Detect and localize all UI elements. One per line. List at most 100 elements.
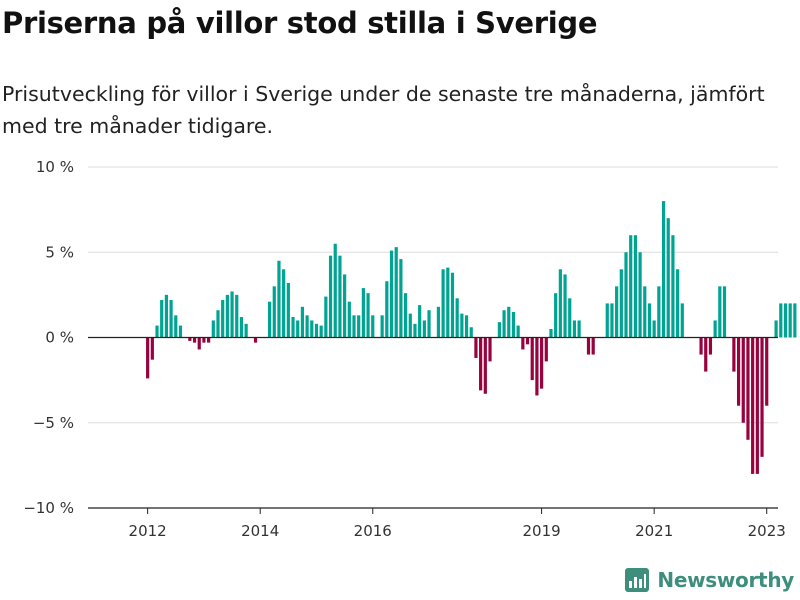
bar — [310, 320, 314, 338]
bar — [282, 269, 286, 338]
bar — [605, 303, 609, 338]
bar — [591, 337, 595, 355]
bar — [207, 337, 211, 343]
y-tick-label: −5 % — [33, 414, 74, 432]
bar — [469, 327, 473, 338]
x-axis-labels: 2012201420162019202120232025 — [129, 508, 786, 540]
bar — [568, 298, 572, 338]
bar — [357, 315, 361, 338]
x-tick-label: 2012 — [129, 522, 167, 540]
bar — [347, 301, 351, 338]
bar — [535, 337, 539, 396]
bar — [366, 293, 370, 338]
bar — [633, 235, 637, 338]
x-tick-label: 2021 — [635, 522, 673, 540]
bar — [638, 252, 642, 338]
bar — [408, 313, 412, 338]
bar — [713, 320, 717, 338]
bar — [399, 259, 403, 338]
bar — [718, 286, 722, 338]
bar — [403, 293, 408, 338]
bar — [277, 260, 281, 338]
bar — [305, 315, 309, 338]
x-tick-label: 2023 — [748, 522, 786, 540]
bar — [418, 305, 422, 338]
bar — [760, 337, 764, 457]
x-tick-label: 2019 — [523, 522, 561, 540]
bar — [164, 294, 168, 338]
bar — [328, 255, 333, 338]
bar — [319, 325, 323, 338]
bar — [385, 281, 389, 338]
bar — [671, 235, 675, 338]
bar — [211, 320, 215, 338]
bar — [174, 315, 178, 338]
bar — [483, 337, 487, 394]
bar — [446, 267, 450, 338]
bar — [239, 317, 244, 338]
bar — [540, 337, 544, 389]
bar — [704, 337, 708, 372]
x-axis — [88, 336, 778, 509]
bar — [188, 337, 192, 341]
bar — [765, 337, 769, 406]
bar — [352, 315, 356, 338]
bar — [291, 317, 295, 338]
bar — [221, 299, 225, 338]
bar — [755, 337, 759, 474]
bar — [788, 303, 792, 338]
bar — [146, 337, 150, 379]
bar — [741, 337, 745, 423]
bar — [525, 337, 530, 345]
bar — [521, 337, 525, 350]
bar — [577, 320, 581, 338]
bar — [586, 337, 591, 355]
bar — [624, 252, 628, 338]
bar — [783, 303, 788, 338]
bar — [629, 235, 633, 338]
bar — [666, 218, 670, 338]
bar — [272, 286, 276, 338]
bar — [150, 337, 154, 360]
bar — [361, 288, 365, 338]
bars — [146, 201, 797, 474]
bar — [558, 269, 562, 338]
chart-subtitle: Prisutveckling för villor i Sverige unde… — [2, 82, 765, 138]
bar — [436, 306, 441, 338]
bar — [244, 323, 248, 338]
bar — [479, 337, 483, 391]
bar — [235, 294, 239, 338]
bar — [202, 337, 206, 343]
bar — [394, 247, 398, 338]
bar — [169, 299, 173, 338]
bar — [736, 337, 741, 406]
bar — [530, 337, 534, 381]
bar — [300, 306, 305, 338]
bar — [192, 337, 197, 343]
bar — [178, 325, 183, 338]
bar — [793, 303, 797, 338]
bar — [722, 286, 727, 338]
bar — [286, 282, 290, 338]
y-tick-label: 10 % — [36, 158, 74, 176]
bar — [516, 325, 520, 338]
bar — [441, 269, 445, 338]
y-axis-labels: 10 % 5 % 0 % −5 % −10 % — [23, 158, 74, 517]
bar — [488, 337, 492, 362]
bar — [652, 320, 656, 338]
bar — [155, 325, 159, 338]
bar — [511, 311, 516, 338]
bar — [572, 320, 577, 338]
bar — [563, 274, 567, 338]
bar — [708, 337, 713, 355]
bar — [422, 320, 426, 338]
newsworthy-logo: Newsworthy — [625, 568, 794, 592]
bar — [371, 315, 375, 338]
logo-text: Newsworthy — [657, 568, 794, 592]
bar — [544, 337, 548, 362]
bar — [661, 201, 666, 338]
bar — [680, 303, 684, 338]
bar — [464, 315, 469, 338]
bar — [324, 296, 328, 338]
bar — [160, 299, 164, 338]
